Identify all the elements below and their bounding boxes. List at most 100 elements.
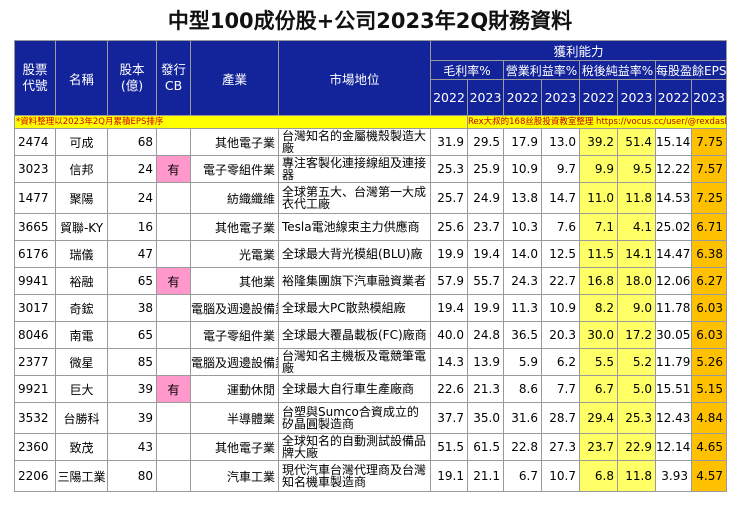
net-margin-2023: 5.0 (617, 375, 656, 403)
stock-code: 2360 (14, 433, 56, 461)
net-margin-2023: 11.8 (617, 460, 656, 492)
gross-margin-2023: 35.0 (467, 402, 504, 434)
capital-value: 47 (107, 240, 157, 268)
eps-2023: 6.71 (690, 213, 728, 241)
eps-2023: 6.03 (690, 321, 728, 349)
gross-margin-2023: 25.9 (467, 155, 504, 183)
market-position: 專注客製化連接線組及連接器 (278, 155, 431, 183)
industry-value: 其他業 (190, 267, 279, 295)
cb-flag (156, 182, 191, 214)
company-name: 信邦 (55, 155, 108, 183)
table-row: 2206 三陽工業 80 汽車工業 現代汽車台灣代理商及台灣知名機車製造商 19… (14, 460, 728, 492)
industry-value: 其他電子業 (190, 433, 279, 461)
stock-code: 9941 (14, 267, 56, 295)
net-margin-2022: 5.5 (579, 348, 618, 376)
gross-margin-2023: 23.7 (467, 213, 504, 241)
capital-value: 16 (107, 213, 157, 241)
header-capital: 股本 (億) (107, 40, 157, 116)
gross-margin-2022: 22.6 (430, 375, 468, 403)
capital-value: 65 (107, 321, 157, 349)
industry-value: 汽車工業 (190, 460, 279, 492)
financial-table: 股票 代號 名稱 股本 (億) 發行 CB 產業 市場地位 獲利能力 毛利率% 營業利… (14, 40, 728, 492)
header-name: 名稱 (55, 40, 108, 116)
net-margin-2022: 6.8 (579, 460, 618, 492)
eps-2023: 7.75 (690, 128, 728, 156)
operating-margin-2022: 36.5 (503, 321, 542, 349)
net-margin-2023: 17.2 (617, 321, 656, 349)
operating-margin-2023: 13.0 (541, 128, 580, 156)
capital-value: 80 (107, 460, 157, 492)
stock-code: 3023 (14, 155, 56, 183)
market-position: 全球最大PC散熱模組廠 (278, 294, 431, 322)
stock-code: 8046 (14, 321, 56, 349)
company-name: 貿聯-KY (55, 213, 108, 241)
operating-margin-2023: 7.7 (541, 375, 580, 403)
cb-flag (156, 460, 191, 492)
page-title: 中型100成份股+公司2023年2Q財務資料 (167, 9, 573, 33)
operating-margin-2022: 5.9 (503, 348, 542, 376)
market-position: 全球最大背光模組(BLU)廠 (278, 240, 431, 268)
market-position: 台灣知名的金屬機殼製造大廠 (278, 128, 431, 156)
operating-margin-2022: 13.8 (503, 182, 542, 214)
operating-margin-2023: 7.6 (541, 213, 580, 241)
net-margin-2023: 5.2 (617, 348, 656, 376)
table-row: 3017 奇鋐 38 電腦及週邊設備業 全球最大PC散熱模組廠 19.4 19.… (14, 294, 728, 322)
company-name: 致茂 (55, 433, 108, 461)
header-operating-margin: 營業利益率% (503, 60, 580, 80)
gross-margin-2022: 25.3 (430, 155, 468, 183)
gross-margin-2023: 61.5 (467, 433, 504, 461)
eps-2022: 12.43 (655, 402, 692, 434)
table-row: 9921 巨大 39 有 運動休閒 全球最大自行車生產廠商 22.6 21.3 … (14, 375, 728, 403)
industry-value: 光電業 (190, 240, 279, 268)
eps-2023: 7.57 (690, 155, 728, 183)
eps-2023: 6.27 (690, 267, 728, 295)
eps-2022: 12.22 (655, 155, 692, 183)
gross-margin-2023: 13.9 (467, 348, 504, 376)
net-margin-2022: 39.2 (579, 128, 618, 156)
header-year-2022: 2022 (655, 79, 692, 116)
eps-2022: 15.14 (655, 128, 692, 156)
eps-2023: 5.15 (690, 375, 728, 403)
operating-margin-2022: 6.7 (503, 460, 542, 492)
gross-margin-2022: 31.9 (430, 128, 468, 156)
operating-margin-2022: 10.3 (503, 213, 542, 241)
company-name: 三陽工業 (55, 460, 108, 492)
operating-margin-2023: 27.3 (541, 433, 580, 461)
header-year-2022: 2022 (579, 79, 618, 116)
net-margin-2022: 30.0 (579, 321, 618, 349)
company-name: 台勝科 (55, 402, 108, 434)
net-margin-2023: 14.1 (617, 240, 656, 268)
table-row: 2377 微星 85 電腦及週邊設備業 台灣知名主機板及電競筆電廠 14.3 1… (14, 348, 728, 376)
cb-flag (156, 402, 191, 434)
net-margin-2023: 4.1 (617, 213, 656, 241)
stock-code: 9921 (14, 375, 56, 403)
capital-value: 65 (107, 267, 157, 295)
industry-value: 紡織纖維 (190, 182, 279, 214)
operating-margin-2022: 10.9 (503, 155, 542, 183)
gross-margin-2022: 51.5 (430, 433, 468, 461)
header-net-margin: 稅後純益率% (579, 60, 656, 80)
operating-margin-2023: 14.7 (541, 182, 580, 214)
market-position: 裕隆集團旗下汽車融資業者 (278, 267, 431, 295)
header-profitability: 獲利能力 (429, 40, 728, 61)
header-year-2023: 2023 (541, 79, 580, 116)
eps-2023: 4.57 (690, 460, 728, 492)
eps-2022: 12.14 (655, 433, 692, 461)
stock-code: 3665 (14, 213, 56, 241)
operating-margin-2023: 9.7 (541, 155, 580, 183)
cb-flag (156, 294, 191, 322)
operating-margin-2023: 12.5 (541, 240, 580, 268)
net-margin-2023: 18.0 (617, 267, 656, 295)
market-position: 全球最大自行車生產廠商 (278, 375, 431, 403)
source-note: Rex大叔的168丝股投資教室整理 https://vocus.cc/user/… (466, 115, 728, 129)
stock-code: 3532 (14, 402, 56, 434)
market-position: 台塑與Sumco合資成立的矽晶圓製造商 (278, 402, 431, 434)
stock-code: 2474 (14, 128, 56, 156)
operating-margin-2022: 11.3 (503, 294, 542, 322)
cb-flag (156, 348, 191, 376)
capital-value: 68 (107, 128, 157, 156)
cb-flag (156, 213, 191, 241)
company-name: 微星 (55, 348, 108, 376)
eps-2023: 7.25 (690, 182, 728, 214)
header-industry: 產業 (190, 40, 279, 116)
